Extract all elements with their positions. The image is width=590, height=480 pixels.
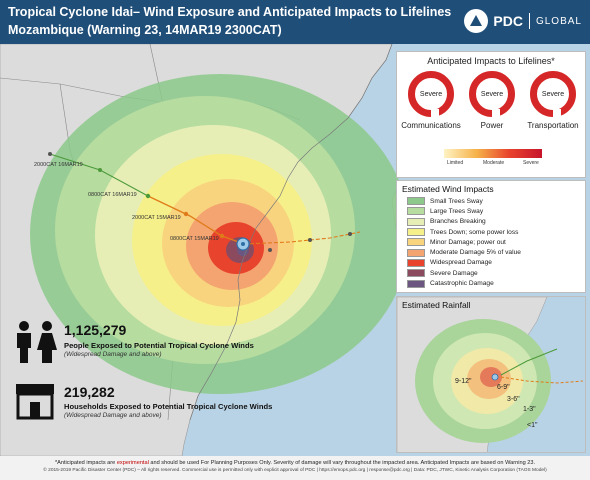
rain-label: 1-3"	[523, 406, 536, 413]
footnote-prefix: *Anticipated impacts are	[54, 460, 117, 466]
footer: *Anticipated impacts are experimental an…	[0, 456, 590, 480]
legend-swatch	[407, 207, 425, 216]
wind-legend-item: Branches Breaking	[407, 217, 521, 227]
pdc-logo[interactable]: PDC GLOBAL	[464, 9, 582, 33]
rain-label: 6-9"	[497, 384, 510, 391]
storm-center-icon[interactable]	[236, 237, 250, 251]
track-label: 2000CAT 15MAR19	[132, 215, 181, 221]
legend-swatch	[407, 217, 425, 226]
impact-communications: Severe Communications	[401, 71, 461, 130]
legend-label: Branches Breaking	[430, 218, 486, 226]
impact-label: Communications	[401, 121, 461, 130]
header-bar: Tropical Cyclone Idai– Wind Exposure and…	[0, 0, 590, 44]
track-label: 0800CAT 16MAR19	[88, 192, 137, 198]
track-label: 0800CAT 15MAR19	[170, 236, 219, 242]
legend-swatch	[407, 258, 425, 267]
wind-legend-title: Estimated Wind Impacts	[402, 184, 494, 194]
logo-divider	[528, 13, 530, 29]
map-subtitle: Mozambique (Warning 23, 14MAR19 2300CAT)	[8, 23, 282, 37]
footnote-suffix: and should be used For Planning Purposes…	[148, 460, 536, 466]
impact-value: Severe	[541, 90, 565, 98]
wind-legend-item: Large Trees Sway	[407, 206, 521, 216]
scale-label-moderate: Moderate	[483, 160, 505, 166]
legend-swatch	[407, 269, 425, 278]
legend-label: Widespread Damage	[430, 259, 492, 267]
people-exposed-value: 1,125,279	[64, 322, 127, 338]
households-exposed-label: Households Exposed to Potential Tropical…	[64, 402, 273, 411]
legend-swatch	[407, 228, 425, 237]
impact-gauge: Severe	[530, 71, 576, 118]
households-exposed-value: 219,282	[64, 384, 115, 400]
impacts-title: Anticipated Impacts to Lifelines*	[427, 56, 555, 66]
wind-legend-item: Catastrophic Damage	[407, 278, 521, 288]
legend-label: Catastrophic Damage	[430, 280, 494, 288]
wind-legend-item: Widespread Damage	[407, 258, 521, 268]
impact-transportation: Severe Transportation	[523, 71, 583, 130]
storm-track	[48, 152, 361, 252]
wind-legend-item: Minor Damage; power out	[407, 237, 521, 247]
legend-label: Moderate Damage 5% of value	[430, 249, 521, 257]
lifeline-impacts-panel: Anticipated Impacts to Lifelines* Severe…	[396, 51, 586, 178]
impact-gauge: Severe	[408, 71, 454, 118]
legend-label: Minor Damage; power out	[430, 238, 506, 246]
wind-legend-item: Moderate Damage 5% of value	[407, 247, 521, 257]
wind-legend-item: Severe Damage	[407, 268, 521, 278]
wind-legend-list: Small Trees Sway Large Trees Sway Branches…	[407, 196, 521, 289]
house-icon	[16, 384, 54, 420]
legend-label: Severe Damage	[430, 269, 478, 277]
impact-label: Power	[480, 121, 504, 130]
wind-impacts-legend: Estimated Wind Impacts Small Trees Sway L…	[396, 180, 586, 293]
impact-scale-bar	[444, 149, 542, 158]
copyright-text: © 2015-2019 Pacific Disaster Center (PDC…	[43, 468, 547, 473]
legend-swatch	[407, 279, 425, 288]
impact-gauge: Severe	[469, 71, 515, 118]
wind-legend-item: Small Trees Sway	[407, 196, 521, 206]
legend-label: Large Trees Sway	[430, 207, 484, 215]
coastline	[189, 44, 393, 421]
wind-legend-item: Trees Down; some power loss	[407, 227, 521, 237]
footnote: *Anticipated impacts are experimental an…	[0, 456, 590, 466]
impact-value: Severe	[419, 90, 443, 98]
map-title: Tropical Cyclone Idai– Wind Exposure and…	[8, 5, 452, 19]
legend-label: Trees Down; some power loss	[430, 228, 519, 236]
households-exposed-note: (Widespread Damage and above)	[64, 412, 162, 419]
rain-label: 9-12"	[455, 378, 472, 385]
rainfall-title: Estimated Rainfall	[402, 300, 471, 310]
pdc-logo-text: PDC	[493, 13, 523, 29]
footnote-experimental: experimental	[116, 460, 149, 466]
people-exposed-label: People Exposed to Potential Tropical Cyc…	[64, 341, 254, 350]
legend-swatch	[407, 248, 425, 257]
track-label: 2000CAT 16MAR19	[34, 162, 83, 168]
rainfall-panel: Estimated Rainfall 9-12" 6-9" 3-6" 1-3" …	[396, 296, 586, 453]
rain-label: 3-6"	[507, 396, 520, 403]
impact-label: Transportation	[527, 121, 579, 130]
rain-label: <1"	[527, 422, 538, 429]
people-icon	[17, 321, 57, 363]
scale-label-severe: Severe	[523, 160, 539, 166]
impact-power: Severe Power	[462, 71, 522, 130]
pdc-logo-icon	[464, 9, 489, 33]
legend-swatch	[407, 197, 425, 206]
legend-label: Small Trees Sway	[430, 197, 483, 205]
scale-label-limited: Limited	[447, 160, 464, 166]
impact-value: Severe	[480, 90, 504, 98]
legend-swatch	[407, 238, 425, 247]
pdc-logo-subtext: GLOBAL	[535, 15, 582, 27]
people-exposed-note: (Widespread Damage and above)	[64, 351, 162, 358]
rainfall-map[interactable]: 9-12" 6-9" 3-6" 1-3" <1"	[397, 297, 586, 453]
